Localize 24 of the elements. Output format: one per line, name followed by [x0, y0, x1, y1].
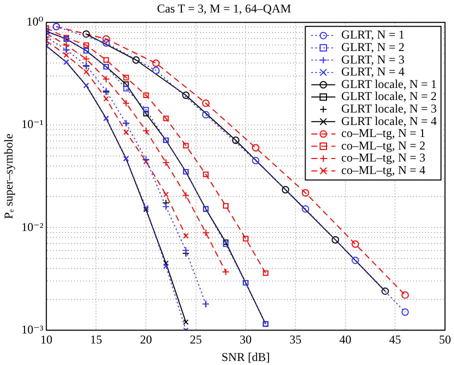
x-tick-label: 35 — [290, 332, 302, 347]
x-tick-label: 40 — [339, 332, 352, 347]
y-tick-label: 10⁻¹ — [21, 117, 44, 132]
x-tick-label: 20 — [140, 332, 152, 347]
legend-label: GLRT, N = 2 — [341, 40, 404, 54]
legend-label: GLRT, N = 1 — [341, 28, 404, 42]
y-axis-title: Pₑ super–symbole — [1, 134, 16, 220]
legend-label: GLRT locale, N = 4 — [341, 114, 437, 128]
x-tick-label: 45 — [389, 332, 402, 347]
y-tick-label: 10⁰ — [26, 14, 44, 29]
x-axis-title: SNR [dB] — [221, 350, 270, 364]
legend-label: co–ML–tg, N = 4 — [341, 163, 426, 178]
x-tick-label: 25 — [190, 332, 202, 347]
x-tick-label: 15 — [90, 332, 102, 347]
legend-label: co–ML–tg, N = 1 — [341, 126, 426, 140]
x-tick-label: 30 — [240, 332, 252, 347]
legend-label: GLRT locale, N = 2 — [341, 89, 437, 104]
legend-label: GLRT locale, N = 1 — [341, 76, 437, 91]
x-tick-label: 50 — [439, 332, 451, 347]
legend-label: GLRT, N = 3 — [341, 52, 404, 66]
legend-label: GLRT locale, N = 3 — [341, 102, 437, 116]
legend-label: GLRT, N = 4 — [341, 64, 404, 79]
y-tick-label: 10⁻² — [21, 220, 44, 234]
chart-title: Cas T = 3, M = 1, 64–QAM — [156, 1, 292, 16]
